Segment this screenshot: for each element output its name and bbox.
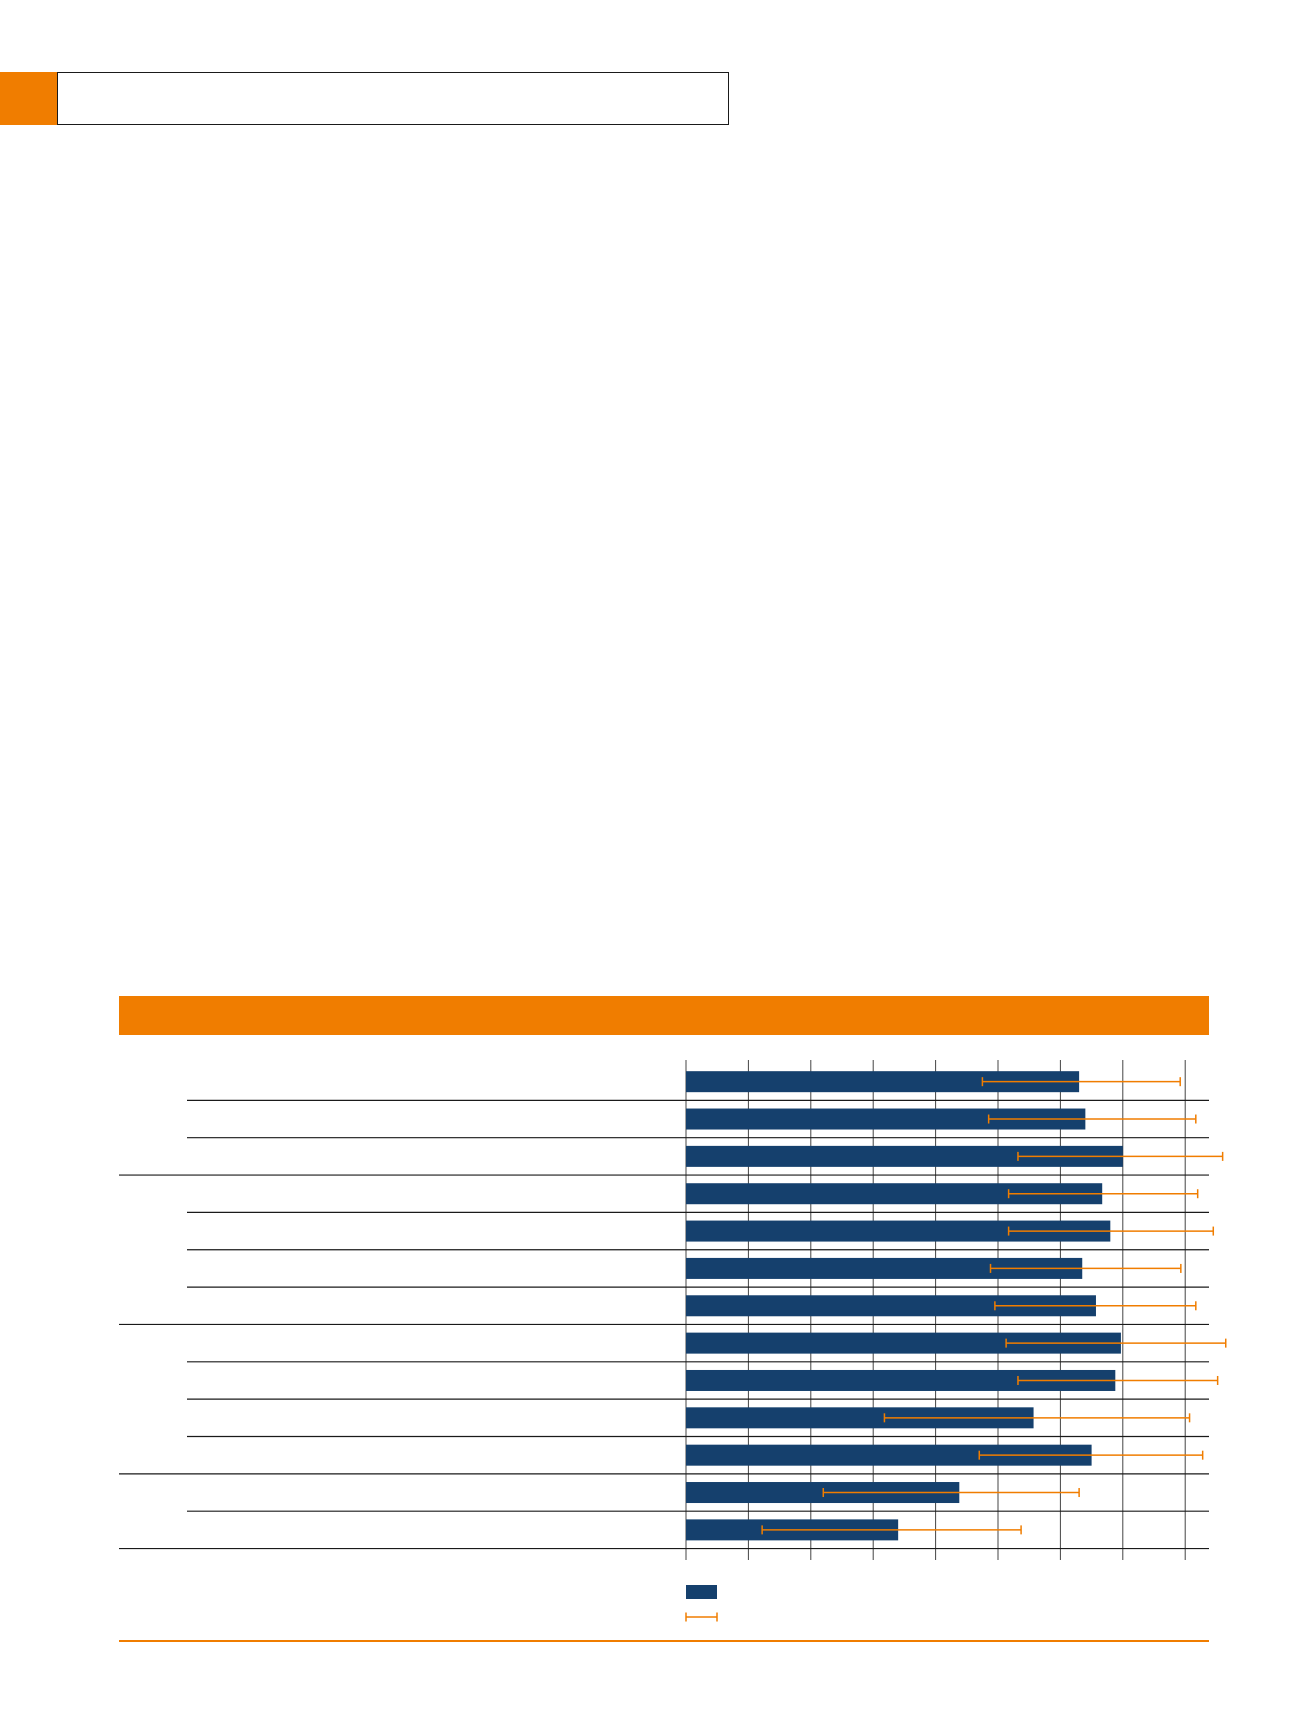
section-header-box [57,72,729,125]
section-number-tab [0,72,57,125]
bar [686,1407,1034,1429]
bar [686,1183,1103,1205]
bar [686,1257,1083,1279]
legend-bar-swatch [686,1585,717,1599]
bar [686,1071,1080,1093]
bar [686,1332,1121,1354]
bar [686,1444,1092,1466]
figure-caption-banner [119,996,1209,1035]
bar [686,1220,1111,1242]
bar [686,1108,1086,1130]
bar [686,1369,1116,1391]
bar [686,1295,1096,1317]
bar [686,1145,1123,1167]
